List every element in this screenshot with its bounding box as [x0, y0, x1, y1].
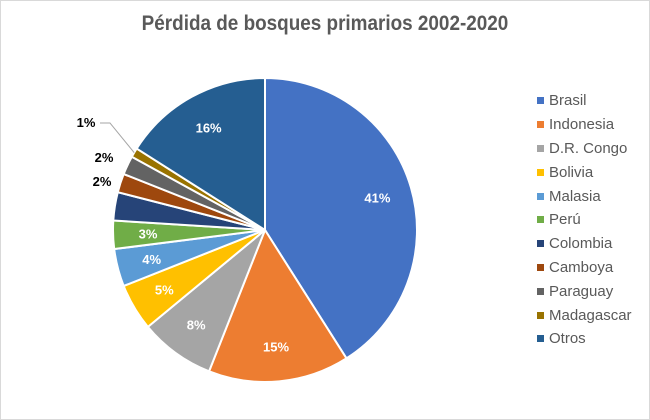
legend-swatch — [537, 216, 544, 224]
data-label: 41% — [364, 190, 390, 205]
pie-slice-otros — [135, 76, 266, 232]
legend-item: Brasil — [537, 89, 632, 113]
legend-label: Camboya — [549, 258, 614, 276]
legend-swatch — [537, 121, 544, 129]
legend-item: Malasia — [537, 184, 632, 208]
legend-swatch — [537, 311, 544, 319]
legend-swatch — [537, 97, 544, 105]
data-label: 1% — [77, 115, 96, 130]
legend-label: D.R. Congo — [549, 139, 628, 157]
data-label: 2% — [95, 150, 114, 165]
legend-item: Camboya — [537, 256, 632, 280]
legend-label: Colombia — [549, 235, 613, 253]
legend-item: Otros — [537, 327, 632, 351]
legend-swatch — [537, 144, 544, 152]
legend-item: Indonesia — [537, 113, 632, 137]
legend-item: Paraguay — [537, 279, 632, 303]
legend-label: Paraguay — [549, 282, 614, 300]
data-label: 4% — [142, 252, 161, 267]
legend: Brasil Indonesia D.R. Congo Bolivia Malasia P… — [537, 89, 632, 351]
legend-label: Otros — [549, 330, 586, 348]
leader-line — [100, 122, 135, 153]
pie-slice-indonesia — [207, 227, 348, 383]
data-label: 3% — [139, 227, 158, 242]
legend-swatch — [537, 287, 544, 295]
data-label: 15% — [263, 340, 289, 355]
legend-swatch — [537, 263, 544, 271]
legend-item: Bolivia — [537, 160, 632, 184]
data-label: 8% — [187, 318, 206, 333]
legend-swatch — [537, 168, 544, 176]
legend-label: Indonesia — [549, 116, 615, 134]
legend-item: D.R. Congo — [537, 137, 632, 161]
legend-item: Colombia — [537, 232, 632, 256]
legend-label: Malasia — [549, 187, 601, 205]
chart-title: Pérdida de bosques primarios 2002-2020 — [141, 12, 509, 35]
legend-item: Perú — [537, 208, 632, 232]
legend-label: Perú — [549, 211, 581, 229]
legend-item: Madagascar — [537, 303, 632, 327]
legend-swatch — [537, 240, 544, 248]
data-label: 16% — [196, 120, 222, 135]
legend-label: Bolivia — [549, 163, 594, 181]
data-label: 5% — [155, 283, 174, 298]
data-label: 2% — [93, 174, 112, 189]
legend-label: Brasil — [549, 92, 587, 110]
legend-swatch — [537, 335, 544, 343]
legend-label: Madagascar — [549, 306, 632, 324]
legend-swatch — [537, 192, 544, 200]
